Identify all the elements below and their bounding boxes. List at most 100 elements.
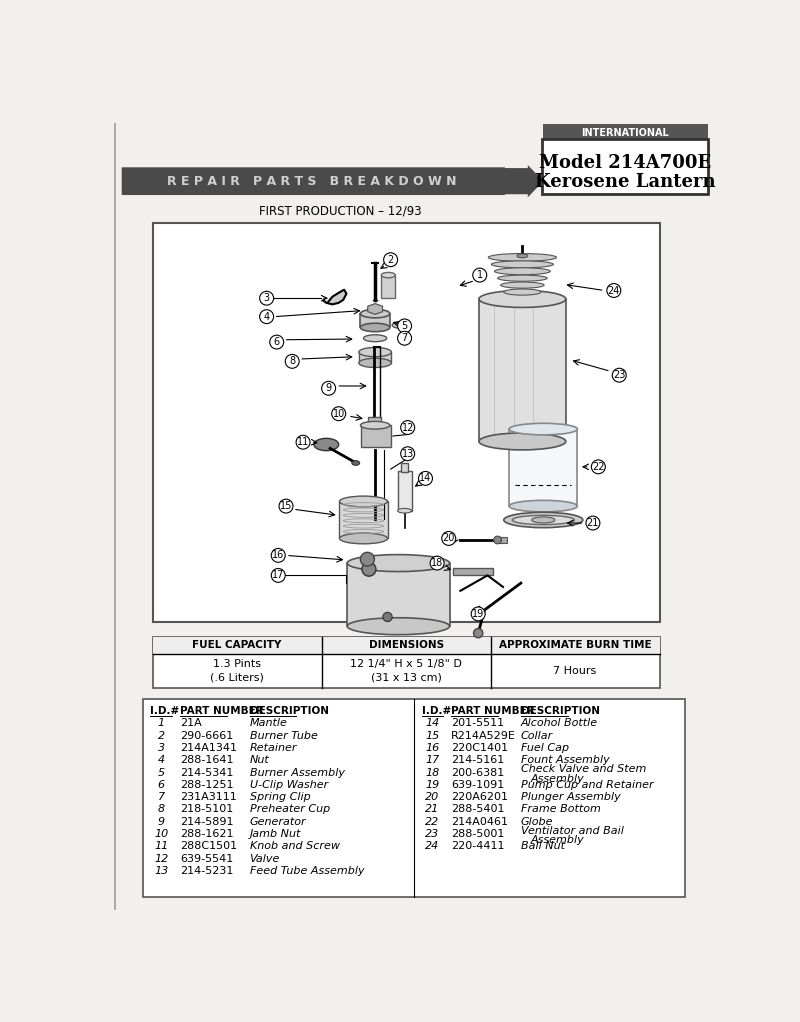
Text: 5: 5	[402, 321, 408, 331]
Ellipse shape	[479, 433, 566, 450]
Text: 15: 15	[280, 501, 292, 511]
Text: 18: 18	[431, 558, 443, 568]
Ellipse shape	[360, 310, 390, 318]
Text: 3: 3	[158, 743, 165, 753]
Text: 288-1621: 288-1621	[180, 829, 234, 839]
Text: PART NUMBER: PART NUMBER	[451, 706, 535, 716]
Text: 4: 4	[158, 755, 165, 765]
Ellipse shape	[488, 253, 557, 262]
Text: 201-5511: 201-5511	[451, 718, 504, 729]
Text: INTERNATIONAL: INTERNATIONAL	[582, 128, 670, 138]
Text: 7: 7	[402, 333, 408, 343]
Text: 17: 17	[426, 755, 440, 765]
Text: Alcohol Bottle: Alcohol Bottle	[521, 718, 598, 729]
Text: R E P A I R   P A R T S   B R E A K D O W N: R E P A I R P A R T S B R E A K D O W N	[167, 175, 456, 188]
Ellipse shape	[347, 555, 450, 571]
Ellipse shape	[501, 282, 544, 288]
Text: 18: 18	[426, 768, 440, 778]
Circle shape	[260, 310, 274, 324]
Ellipse shape	[512, 515, 574, 524]
Text: FUEL CAPACITY: FUEL CAPACITY	[193, 641, 282, 650]
Ellipse shape	[359, 347, 391, 357]
Text: Assembly: Assembly	[530, 774, 584, 784]
Ellipse shape	[360, 421, 390, 429]
Text: 12 1/4" H x 5 1/8" D
(31 x 13 cm): 12 1/4" H x 5 1/8" D (31 x 13 cm)	[350, 659, 462, 683]
Text: 10: 10	[154, 829, 168, 839]
Bar	[398, 471, 411, 511]
Ellipse shape	[491, 261, 554, 268]
Text: 288C1501: 288C1501	[180, 841, 237, 851]
Text: 11: 11	[297, 437, 309, 448]
Circle shape	[398, 319, 411, 333]
Polygon shape	[368, 304, 382, 315]
Text: 639-1091: 639-1091	[451, 780, 504, 790]
Text: 214-5161: 214-5161	[451, 755, 504, 765]
Text: 218-5101: 218-5101	[180, 804, 233, 815]
Text: 214A1341: 214A1341	[180, 743, 237, 753]
Text: I.D.#: I.D.#	[150, 706, 180, 716]
Text: U-Clip Washer: U-Clip Washer	[250, 780, 328, 790]
Text: 7 Hours: 7 Hours	[554, 666, 597, 676]
Ellipse shape	[498, 275, 547, 281]
Circle shape	[473, 268, 486, 282]
Text: Kerosene Lantern: Kerosene Lantern	[535, 173, 716, 191]
Bar	[153, 637, 660, 688]
Text: FIRST PRODUCTION – 12/93: FIRST PRODUCTION – 12/93	[259, 204, 422, 218]
Text: 1.3 Pints
(.6 Liters): 1.3 Pints (.6 Liters)	[210, 659, 264, 683]
Text: 290-6661: 290-6661	[180, 731, 233, 741]
Text: Assembly: Assembly	[530, 835, 584, 845]
Circle shape	[332, 407, 346, 421]
Ellipse shape	[504, 512, 583, 527]
Text: 19: 19	[426, 780, 440, 790]
Text: 214-5341: 214-5341	[180, 768, 234, 778]
Text: 6: 6	[158, 780, 165, 790]
Ellipse shape	[363, 335, 386, 341]
Text: 5: 5	[158, 768, 165, 778]
Text: Burner Tube: Burner Tube	[250, 731, 318, 741]
Bar	[153, 223, 660, 621]
Text: Valve: Valve	[250, 853, 280, 864]
Text: 20: 20	[442, 533, 455, 544]
Bar	[361, 314, 390, 327]
Text: Collar: Collar	[521, 731, 553, 741]
Bar	[153, 637, 660, 654]
Circle shape	[322, 381, 336, 396]
Text: 22: 22	[592, 462, 605, 472]
Circle shape	[384, 252, 398, 267]
Text: Mantle: Mantle	[250, 718, 287, 729]
Bar	[368, 417, 382, 425]
Ellipse shape	[398, 508, 411, 513]
Text: 220A6201: 220A6201	[451, 792, 508, 802]
Bar	[359, 353, 391, 363]
Ellipse shape	[392, 322, 408, 328]
Circle shape	[442, 531, 456, 546]
Text: Ball Nut: Ball Nut	[521, 841, 565, 851]
Circle shape	[398, 331, 411, 345]
Text: 19: 19	[472, 609, 484, 619]
Text: 15: 15	[426, 731, 440, 741]
Text: Frame Bottom: Frame Bottom	[521, 804, 601, 815]
Text: 9: 9	[158, 817, 165, 827]
Ellipse shape	[509, 501, 578, 512]
Text: 8: 8	[158, 804, 165, 815]
Bar	[361, 425, 390, 447]
Circle shape	[279, 499, 293, 513]
Ellipse shape	[479, 290, 566, 308]
Circle shape	[586, 516, 600, 530]
Polygon shape	[323, 289, 346, 305]
Text: 7: 7	[158, 792, 165, 802]
Ellipse shape	[352, 461, 360, 465]
Text: 3: 3	[263, 293, 270, 304]
Circle shape	[591, 460, 606, 474]
Circle shape	[286, 355, 299, 368]
Ellipse shape	[339, 533, 387, 544]
Text: 288-5401: 288-5401	[451, 804, 505, 815]
Circle shape	[383, 612, 392, 621]
Text: 2: 2	[387, 254, 394, 265]
Text: Ventilator and Bail: Ventilator and Bail	[521, 826, 624, 836]
Text: Knob and Screw: Knob and Screw	[250, 841, 339, 851]
Text: 14: 14	[426, 718, 440, 729]
Text: 231A3111: 231A3111	[180, 792, 237, 802]
Text: Generator: Generator	[250, 817, 306, 827]
Circle shape	[471, 607, 485, 620]
